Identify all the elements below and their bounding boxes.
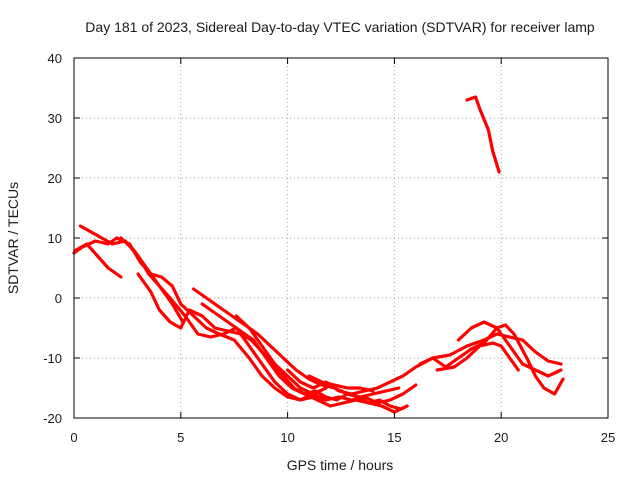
series-line-track-4: [119, 236, 185, 324]
series-line-track-10: [307, 374, 375, 393]
x-tick-label: 10: [280, 430, 294, 445]
x-tick-label: 20: [494, 430, 508, 445]
grid: [74, 58, 608, 418]
x-tick-label: 5: [177, 430, 184, 445]
y-tick-label: 20: [48, 171, 62, 186]
x-tick-label: 0: [70, 430, 77, 445]
series-line-track-14: [465, 95, 501, 174]
y-tick-label: 40: [48, 51, 62, 66]
y-tick-label: -20: [43, 411, 62, 426]
series-line-track-6: [192, 287, 401, 399]
series-line-track-3: [74, 242, 123, 279]
series-line-track-7: [200, 302, 409, 414]
series-line-track-12: [456, 320, 563, 378]
y-tick-label: 10: [48, 231, 62, 246]
series-line-track-11: [418, 323, 565, 396]
x-tick-label: 25: [601, 430, 615, 445]
series-line-track-8: [234, 314, 328, 402]
x-tick-label: 15: [387, 430, 401, 445]
ticks: 0 5 10 15 20 25 -20 -10 0 10 20 30 40: [43, 51, 615, 445]
x-axis-label: GPS time / hours: [287, 457, 394, 473]
series-line-track-13: [435, 341, 520, 372]
y-tick-label: 0: [55, 291, 62, 306]
chart-title: Day 181 of 2023, Sidereal Day-to-day VTE…: [85, 19, 595, 35]
series-line-track-2: [78, 224, 328, 402]
y-axis-label: SDTVAR / TECUs: [5, 182, 21, 294]
y-tick-label: -10: [43, 351, 62, 366]
series-group: [72, 95, 565, 414]
y-tick-label: 30: [48, 111, 62, 126]
